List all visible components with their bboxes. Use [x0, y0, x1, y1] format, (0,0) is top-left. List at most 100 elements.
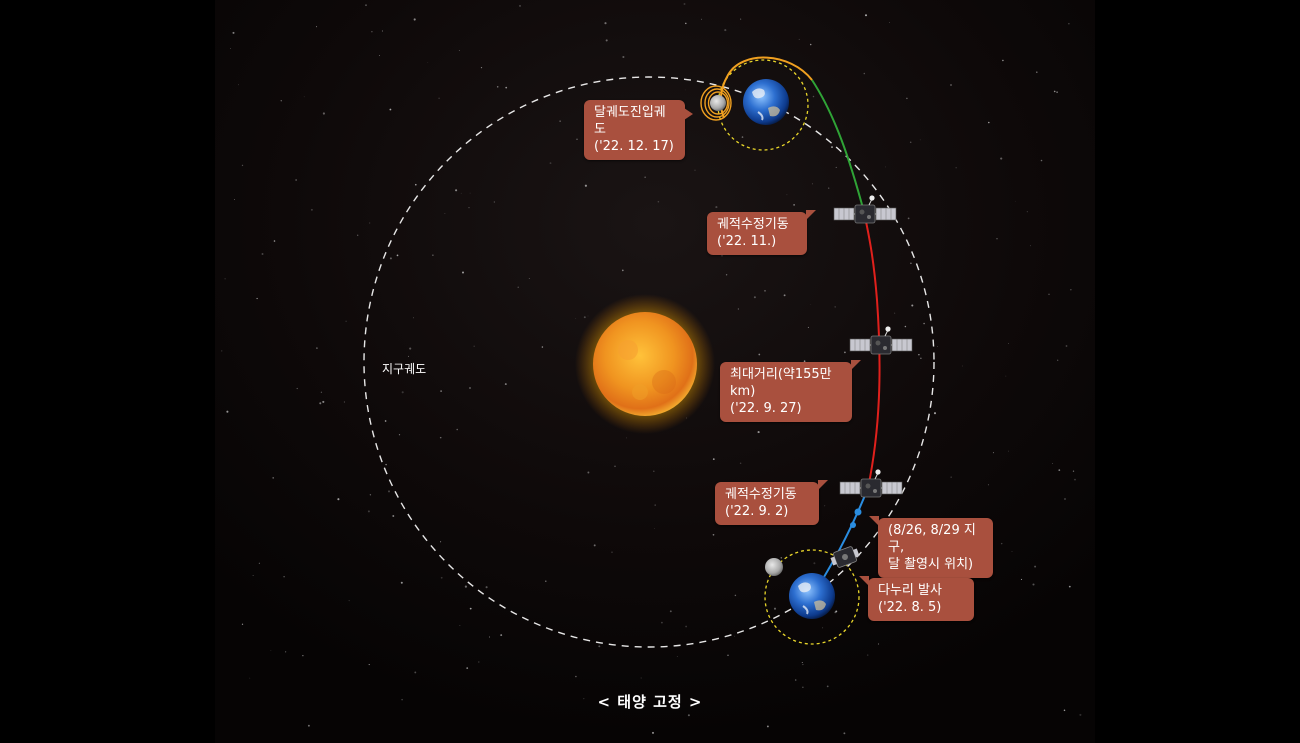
star — [843, 732, 846, 735]
star — [904, 325, 907, 328]
lunar-orbit-spirals — [700, 85, 732, 121]
star — [734, 594, 737, 597]
star — [310, 208, 313, 211]
star — [1079, 713, 1082, 716]
star — [576, 138, 578, 140]
star — [621, 269, 624, 272]
callout-correction-sep: 궤적수정기동 ('22. 9. 2) — [715, 480, 828, 525]
star — [549, 162, 552, 164]
star — [438, 97, 440, 100]
star — [389, 108, 392, 111]
star — [233, 198, 236, 201]
callout-correction-sep-title: 궤적수정기동 — [725, 487, 797, 502]
star — [653, 470, 655, 472]
star — [398, 434, 401, 436]
star — [802, 686, 804, 688]
star — [241, 623, 244, 625]
star — [401, 391, 404, 394]
star — [1032, 583, 1035, 586]
star — [285, 651, 287, 653]
star — [1068, 23, 1070, 25]
star — [766, 725, 769, 728]
star — [1068, 585, 1071, 588]
trajectory-red-segment — [863, 211, 881, 489]
star — [1065, 345, 1068, 347]
star — [794, 679, 797, 681]
star — [724, 29, 727, 32]
trajectory-green-segment — [811, 79, 865, 213]
star — [1000, 542, 1003, 545]
moon-orbit-ring-bottom — [764, 549, 860, 645]
star — [517, 286, 519, 288]
callout-correction-nov-title: 궤적수정기동 — [717, 217, 789, 232]
star — [605, 39, 608, 42]
callout-lunar-transfer: 달궤도진입궤도 ('22. 12. 17) — [584, 100, 693, 160]
star — [505, 86, 508, 89]
star — [725, 274, 728, 276]
star — [1020, 578, 1023, 580]
callout-correction-nov-date: ('22. 11.) — [717, 234, 777, 249]
star — [764, 290, 766, 292]
star — [992, 452, 994, 454]
star — [583, 316, 586, 319]
star — [811, 183, 813, 185]
callout-launch-title: 다누리 발사 — [878, 583, 942, 598]
star — [427, 61, 429, 63]
callout-correction-nov: 궤적수정기동 ('22. 11.) — [707, 210, 816, 255]
star — [889, 22, 890, 23]
star — [685, 625, 687, 628]
star — [1034, 565, 1037, 568]
star — [831, 146, 833, 149]
star — [1002, 59, 1004, 62]
star — [798, 38, 800, 40]
star — [961, 365, 963, 367]
star — [378, 54, 381, 57]
star — [232, 31, 235, 34]
callout-max-distance-date: ('22. 9. 27) — [730, 401, 802, 416]
star — [584, 184, 588, 187]
star — [261, 253, 264, 255]
star — [468, 206, 470, 209]
star — [319, 402, 322, 405]
star — [598, 645, 601, 648]
star — [685, 22, 687, 25]
star — [626, 437, 627, 439]
star — [415, 183, 417, 186]
star — [683, 3, 686, 5]
callout-max-distance-title: 최대거리(약155만km) — [730, 367, 832, 399]
star — [575, 318, 577, 319]
star — [809, 43, 812, 46]
star — [221, 350, 223, 352]
star — [371, 31, 373, 33]
star — [933, 412, 937, 415]
star — [303, 96, 305, 98]
star — [949, 83, 953, 87]
star — [440, 541, 442, 543]
star — [877, 643, 880, 645]
star — [1048, 293, 1050, 296]
star — [493, 201, 495, 203]
star — [906, 97, 908, 100]
star — [280, 100, 282, 102]
star — [654, 504, 656, 506]
star — [1074, 478, 1076, 481]
star — [1064, 498, 1066, 500]
star — [456, 428, 458, 431]
star — [753, 296, 756, 299]
star — [885, 166, 887, 168]
star — [651, 731, 655, 734]
callout-launch: 다누리 발사 ('22. 8. 5) — [859, 576, 974, 621]
sun-icon — [575, 294, 715, 434]
star — [559, 120, 561, 122]
star — [1056, 91, 1058, 93]
star — [489, 636, 490, 638]
star — [1026, 211, 1028, 213]
star — [828, 187, 830, 189]
star — [464, 585, 467, 588]
star — [955, 167, 957, 169]
star — [316, 347, 318, 349]
star — [409, 347, 412, 350]
star — [413, 317, 415, 319]
earth-orbit-label: 지구궤도 — [382, 362, 427, 376]
star — [322, 112, 325, 115]
